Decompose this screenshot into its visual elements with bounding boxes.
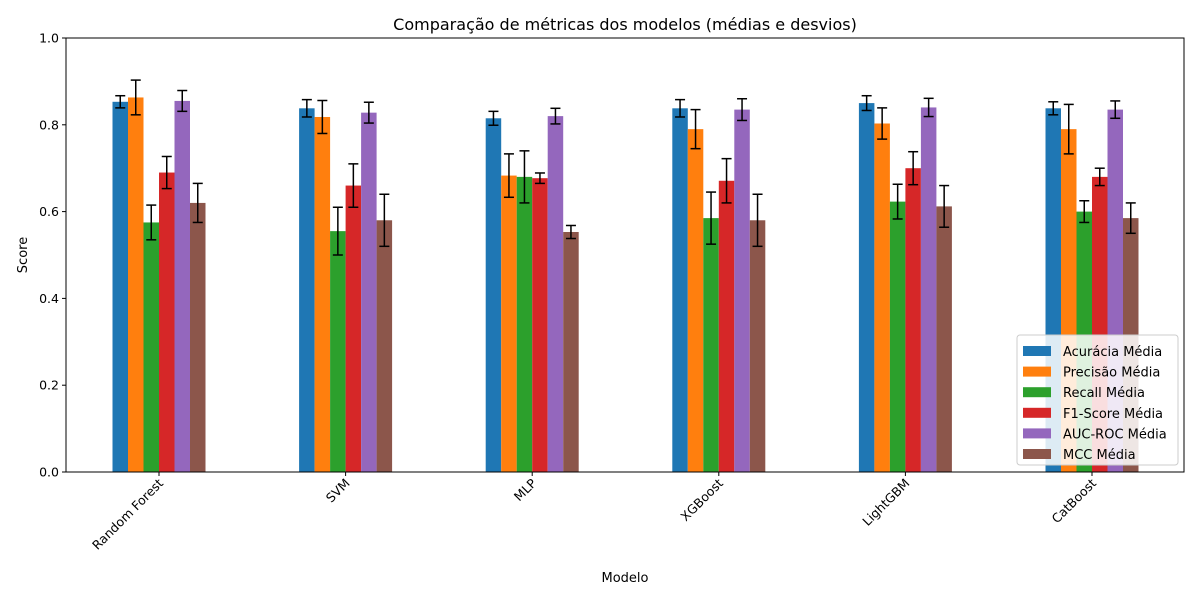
y-tick-label-5: 1.0	[39, 31, 59, 46]
bar-6-3	[563, 231, 579, 472]
bar-5-3	[547, 116, 564, 473]
legend-label-4: F1-Score Média	[1063, 407, 1163, 422]
y-tick-label-1: 0.2	[39, 378, 59, 393]
bar-5-2	[361, 112, 377, 472]
bar-4-2	[345, 185, 362, 472]
y-tick-label-3: 0.6	[39, 204, 59, 219]
bar-3-1	[143, 222, 159, 472]
legend-swatch-4	[1023, 407, 1051, 418]
legend-swatch-5	[1023, 428, 1051, 439]
chart-title: Comparação de métricas dos modelos (médi…	[393, 15, 857, 34]
x-tick-label-4: LightGBM	[859, 476, 912, 529]
bar-6-1	[190, 202, 206, 473]
legend-label-3: Recall Média	[1063, 386, 1145, 401]
bar-1-2	[299, 108, 315, 473]
bar-3-5	[889, 201, 906, 473]
bar-2-1	[128, 97, 144, 472]
bar-4-5	[905, 168, 921, 472]
bar-5-4	[734, 109, 750, 473]
bar-2-4	[687, 129, 704, 472]
bar-6-2	[376, 220, 393, 472]
legend-label-6: MCC Média	[1063, 448, 1136, 463]
x-tick-label-2: MLP	[511, 475, 540, 504]
bar-2-2	[314, 116, 331, 472]
bar-6-4	[749, 220, 766, 472]
bar-1-4	[672, 108, 688, 473]
bars-group	[112, 97, 1139, 473]
x-tick-label-0: Random Forest	[89, 475, 166, 552]
x-tick-label-1: SVM	[323, 476, 353, 506]
bar-3-4	[703, 218, 719, 472]
legend-swatch-6	[1023, 449, 1051, 459]
y-tick-label-2: 0.4	[39, 291, 59, 306]
legend-swatch-2	[1023, 366, 1051, 377]
bar-1-5	[858, 103, 875, 472]
plot-frame	[65, 37, 1185, 473]
x-tick-label-3: XGBoost	[677, 475, 726, 524]
x-tick-label-5: CatBoost	[1049, 475, 1100, 526]
bar-5-5	[920, 107, 937, 472]
bar-3-2	[330, 231, 346, 472]
y-axis: 0.0 0.2 0.4 0.6 0.8 1.0	[39, 31, 66, 480]
error-bars-group	[115, 79, 1136, 256]
bar-6-5	[936, 206, 952, 472]
legend-swatch-1	[1023, 346, 1051, 356]
y-tick-label-4: 0.8	[39, 117, 59, 132]
bar-5-1	[174, 100, 190, 473]
legend-label-1: Acurácia Média	[1063, 345, 1162, 360]
y-tick-label-0: 0.0	[39, 465, 59, 480]
bar-4-4	[718, 180, 735, 472]
bar-4-1	[159, 172, 175, 473]
bar-2-3	[501, 175, 517, 472]
bar-3-3	[516, 176, 533, 472]
legend-label-2: Precisão Média	[1063, 366, 1160, 381]
x-axis: Random Forest SVM MLP XGBoost LightGBM CatBoo…	[89, 472, 1099, 553]
bar-1-1	[112, 101, 128, 472]
legend: Acurácia Média Precisão Média Recall Média…	[1016, 334, 1179, 466]
legend-box	[1016, 334, 1179, 466]
legend-label-5: AUC-ROC Média	[1063, 427, 1167, 442]
bar-1-3	[485, 118, 502, 472]
bar-4-3	[532, 178, 548, 472]
legend-swatch-3	[1023, 387, 1051, 398]
y-axis-label: Score	[16, 237, 31, 273]
bar-2-5	[874, 123, 890, 473]
x-axis-label: Modelo	[602, 571, 649, 586]
